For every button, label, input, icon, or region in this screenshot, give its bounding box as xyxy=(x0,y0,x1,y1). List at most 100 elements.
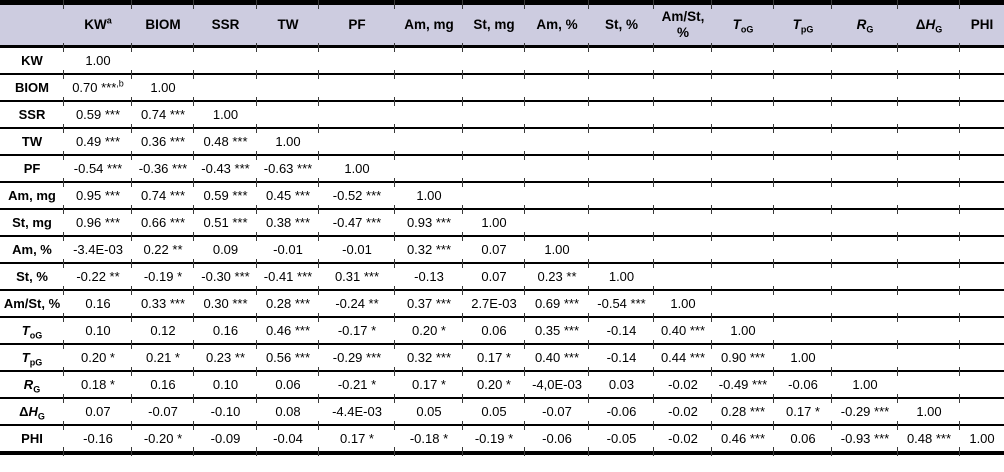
table-cell: -0.30 *** xyxy=(193,258,257,291)
table-row-TW: TW 0.49 *** 0.36 *** 0.48 *** 1.00 xyxy=(0,123,1004,156)
table-body: KW 1.00 BIOM 0.70 ***,b 1.00 SSR 0.59 *** 0.74 … xyxy=(0,41,1004,455)
table-cell xyxy=(653,177,712,210)
table-row-RG: RG 0.18 * 0.16 0.10 0.06 -0.21 * 0.17 * 0.20 * -… xyxy=(0,366,1004,399)
table-cell: 0.23 ** xyxy=(524,258,589,291)
table-cell: -0.24 ** xyxy=(318,285,395,318)
table-cell xyxy=(394,123,463,156)
table-cell: -0.17 * xyxy=(318,312,395,345)
table-cell: -0.93 *** xyxy=(831,420,898,455)
table-cell xyxy=(959,41,1004,75)
table-cell xyxy=(394,150,463,183)
table-cell xyxy=(711,150,774,183)
table-cell xyxy=(653,96,712,129)
table-cell: -0.14 xyxy=(588,339,654,372)
table-cell xyxy=(653,69,712,102)
table-cell: 1.00 xyxy=(318,150,395,183)
table-cell: 0.46 *** xyxy=(256,312,319,345)
table-cell xyxy=(959,177,1004,210)
table-cell xyxy=(711,258,774,291)
table-cell: -0.41 *** xyxy=(256,258,319,291)
table-cell xyxy=(773,150,832,183)
table-row-Am-pct: Am, % -3.4E-03 0.22 ** 0.09 -0.01 -0.01 0.32 *… xyxy=(0,231,1004,264)
table-row-PF: PF -0.54 *** -0.36 *** -0.43 *** -0.63 *** 1.… xyxy=(0,150,1004,183)
table-cell: 0.16 xyxy=(131,366,194,399)
table-cell xyxy=(462,96,525,129)
table-cell: -0.02 xyxy=(653,393,712,426)
table-cell: -0.04 xyxy=(256,420,319,455)
table-cell: 0.20 * xyxy=(63,339,132,372)
table-cell xyxy=(831,339,898,372)
table-cell xyxy=(773,204,832,237)
table-cell xyxy=(959,339,1004,372)
table-cell: 0.32 *** xyxy=(394,231,463,264)
table-cell xyxy=(897,339,960,372)
table-cell: -0.43 *** xyxy=(193,150,257,183)
table-cell: -0.29 *** xyxy=(831,393,898,426)
row-label-St-mg: St, mg xyxy=(0,209,64,237)
table-cell xyxy=(711,96,774,129)
table-cell: 0.45 *** xyxy=(256,177,319,210)
table-cell: -0.29 *** xyxy=(318,339,395,372)
table-cell: 1.00 xyxy=(831,366,898,399)
table-cell: 0.17 * xyxy=(773,393,832,426)
table-cell xyxy=(831,312,898,345)
table-cell: 0.23 ** xyxy=(193,339,257,372)
table-cell xyxy=(653,204,712,237)
table-cell: 0.40 *** xyxy=(653,312,712,345)
table-cell xyxy=(256,96,319,129)
table-cell xyxy=(524,96,589,129)
table-cell: 0.08 xyxy=(256,393,319,426)
table-cell: 0.70 ***,b xyxy=(63,69,132,102)
table-cell: 0.31 *** xyxy=(318,258,395,291)
row-label-TW: TW xyxy=(0,128,64,156)
table-cell xyxy=(588,41,654,75)
table-cell: 0.36 *** xyxy=(131,123,194,156)
table-cell xyxy=(897,177,960,210)
table-cell: -0.22 ** xyxy=(63,258,132,291)
table-row-ToG: ToG 0.10 0.12 0.16 0.46 *** -0.17 * 0.20 * 0.06… xyxy=(0,312,1004,345)
table-cell xyxy=(897,285,960,318)
table-cell xyxy=(131,41,194,75)
table-cell: 0.06 xyxy=(773,420,832,455)
table-cell xyxy=(831,285,898,318)
table-cell xyxy=(831,231,898,264)
table-cell: 0.74 *** xyxy=(131,177,194,210)
table-cell: 1.00 xyxy=(897,393,960,426)
table-cell xyxy=(524,123,589,156)
table-cell: 0.06 xyxy=(462,312,525,345)
row-label-SSR: SSR xyxy=(0,101,64,129)
table-row-SSR: SSR 0.59 *** 0.74 *** 1.00 xyxy=(0,96,1004,129)
table-cell xyxy=(588,96,654,129)
table-cell: 0.05 xyxy=(462,393,525,426)
table-row-St-mg: St, mg 0.96 *** 0.66 *** 0.51 *** 0.38 *** -0… xyxy=(0,204,1004,237)
table-cell: -0.06 xyxy=(524,420,589,455)
table-cell xyxy=(318,96,395,129)
table-cell: -0.52 *** xyxy=(318,177,395,210)
row-label-Am-mg: Am, mg xyxy=(0,182,64,210)
table-cell: 0.35 *** xyxy=(524,312,589,345)
table-cell xyxy=(711,231,774,264)
table-cell xyxy=(773,123,832,156)
table-cell: 1.00 xyxy=(959,420,1004,455)
column-header-PHI: PHI xyxy=(959,0,1004,48)
table-cell xyxy=(959,312,1004,345)
table-cell xyxy=(588,177,654,210)
row-label-BIOM: BIOM xyxy=(0,74,64,102)
table-cell: 0.16 xyxy=(193,312,257,345)
table-cell xyxy=(711,69,774,102)
row-label-PF: PF xyxy=(0,155,64,183)
table-cell: 0.30 *** xyxy=(193,285,257,318)
column-header-St-pct: St, % xyxy=(588,0,654,48)
table-cell xyxy=(773,312,832,345)
column-header-PF: PF xyxy=(318,0,395,48)
table-cell xyxy=(653,123,712,156)
column-header-Am-pct: Am, % xyxy=(524,0,589,48)
table-cell xyxy=(897,96,960,129)
table-cell xyxy=(773,96,832,129)
table-row-BIOM: BIOM 0.70 ***,b 1.00 xyxy=(0,69,1004,102)
table-cell: 0.05 xyxy=(394,393,463,426)
table-cell: 0.40 *** xyxy=(524,339,589,372)
table-cell xyxy=(959,231,1004,264)
table-row-Am-mg: Am, mg 0.95 *** 0.74 *** 0.59 *** 0.45 *** -0… xyxy=(0,177,1004,210)
table-cell xyxy=(394,41,463,75)
